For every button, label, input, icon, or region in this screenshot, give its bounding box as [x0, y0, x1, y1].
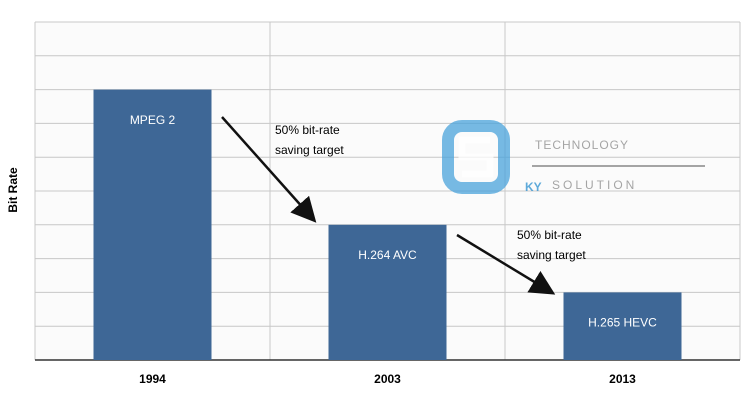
bar: [328, 224, 447, 360]
annotation-text: 50% bit-rate: [517, 228, 582, 242]
bar: [93, 89, 212, 360]
x-tick-label: 1994: [139, 372, 166, 386]
annotation-text: saving target: [517, 248, 586, 262]
bar-label: H.265 HEVC: [588, 316, 657, 330]
bar-label: H.264 AVC: [358, 248, 417, 262]
bar-label: MPEG 2: [130, 113, 176, 127]
annotation-arrow: [456, 233, 556, 295]
y-axis-label: Bit Rate: [6, 167, 20, 213]
x-tick-label: 2013: [609, 372, 636, 386]
annotation-text: saving target: [275, 143, 344, 157]
x-tick-label: 2003: [374, 372, 401, 386]
logo-icon: [458, 136, 494, 178]
watermark-text: KY: [525, 180, 542, 194]
watermark-text: SOLUTION: [552, 178, 637, 192]
annotation-text: 50% bit-rate: [275, 123, 340, 137]
watermark-text: TECHNOLOGY: [535, 138, 629, 152]
bar: [563, 292, 682, 360]
annotation-arrow: [221, 116, 317, 223]
watermark: TECHNOLOGY KY SOLUTION: [442, 120, 705, 194]
logo-icon: [442, 120, 510, 194]
